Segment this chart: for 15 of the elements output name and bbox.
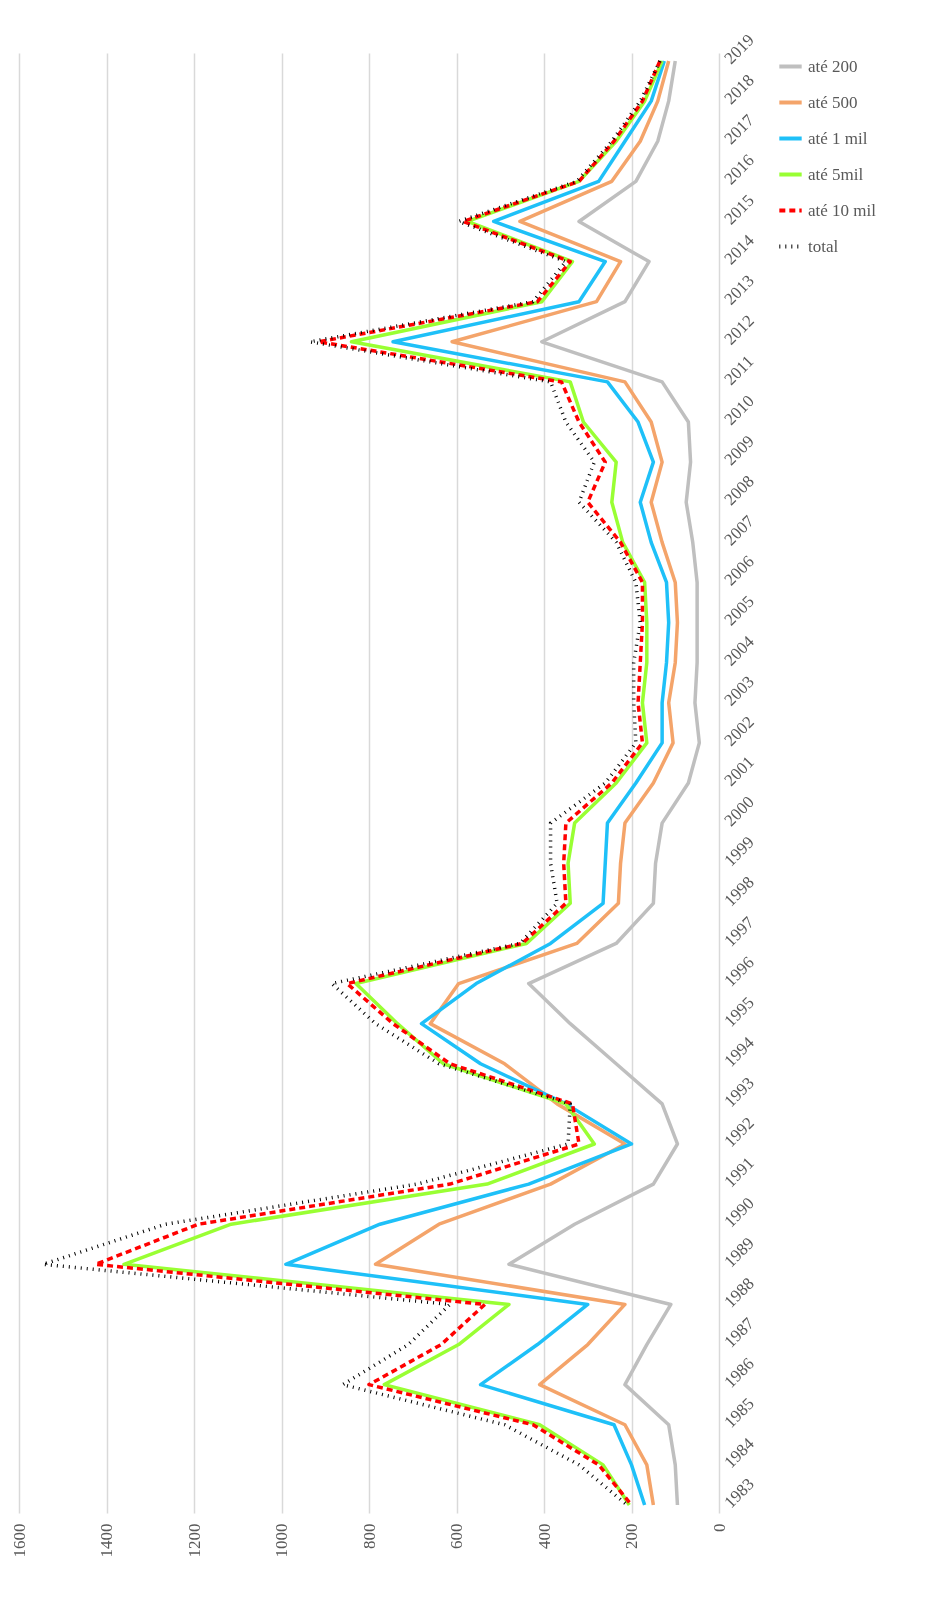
x-tick-label: 1400 — [97, 1523, 116, 1558]
legend-label: até 5mil — [808, 164, 864, 184]
x-tick-label: 400 — [534, 1523, 554, 1549]
x-tick-label: 0 — [709, 1523, 729, 1532]
legend-label: total — [808, 236, 839, 256]
x-tick-label: 600 — [447, 1523, 466, 1549]
legend-label: até 200 — [808, 56, 858, 76]
x-tick-label: 1000 — [272, 1523, 291, 1558]
legend-label: até 500 — [808, 92, 858, 112]
x-tick-label: 800 — [359, 1523, 379, 1549]
x-tick-label: 1600 — [9, 1523, 29, 1558]
legend-label: até 10 mil — [808, 200, 877, 220]
legend-label: até 1 mil — [808, 128, 868, 148]
x-tick-label: 200 — [622, 1523, 641, 1549]
x-tick-label: 1200 — [184, 1523, 204, 1558]
